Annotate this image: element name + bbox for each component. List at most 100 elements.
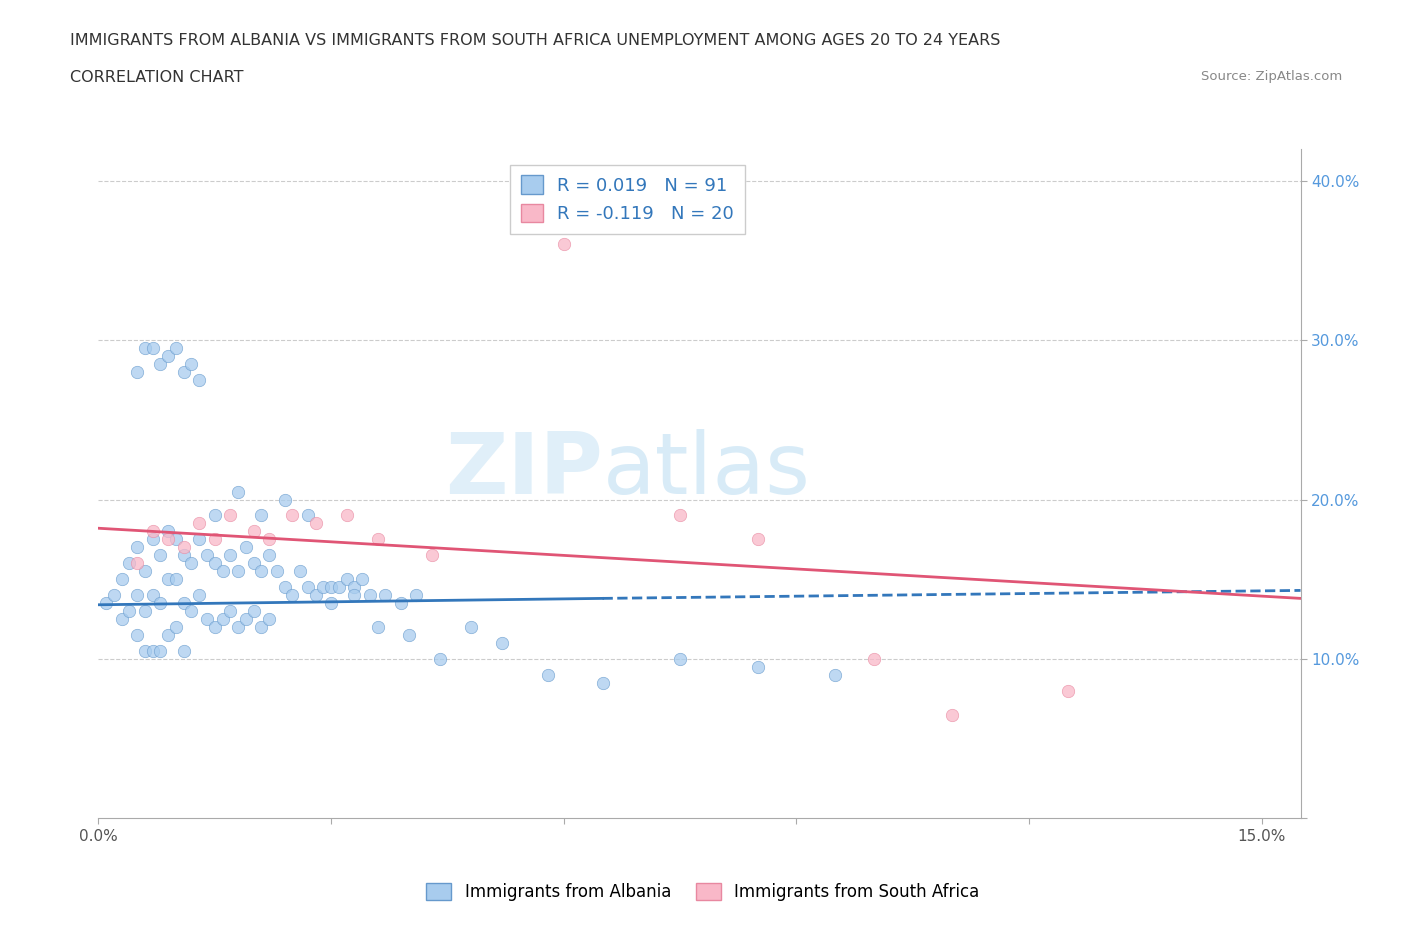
Point — [747, 659, 769, 674]
Legend: R = 0.019   N = 91, R = -0.119   N = 20: R = 0.019 N = 91, R = -0.119 N = 20 — [510, 165, 745, 234]
Point — [250, 564, 273, 578]
Point — [367, 619, 389, 634]
Point — [134, 564, 156, 578]
Point — [195, 612, 218, 627]
Point — [592, 675, 614, 690]
Point — [747, 532, 769, 547]
Point — [134, 644, 156, 658]
Point — [127, 556, 149, 571]
Point — [336, 508, 359, 523]
Point — [127, 365, 149, 379]
Point — [669, 508, 692, 523]
Point — [142, 532, 165, 547]
Point — [173, 548, 195, 563]
Point — [173, 596, 195, 611]
Point — [352, 572, 374, 587]
Point — [149, 548, 172, 563]
Point — [359, 588, 381, 603]
Point — [157, 349, 180, 364]
Point — [242, 524, 264, 538]
Point — [273, 492, 295, 507]
Point — [250, 508, 273, 523]
Point — [96, 596, 118, 611]
Point — [142, 644, 165, 658]
Point — [420, 548, 443, 563]
Point — [173, 644, 195, 658]
Point — [195, 548, 218, 563]
Point — [111, 572, 134, 587]
Point — [157, 572, 180, 587]
Point — [374, 588, 396, 603]
Point — [204, 532, 226, 547]
Point — [669, 652, 692, 667]
Point — [142, 524, 165, 538]
Point — [219, 548, 242, 563]
Point — [118, 556, 141, 571]
Point — [142, 340, 165, 355]
Point — [398, 628, 420, 643]
Point — [297, 579, 319, 594]
Point — [173, 540, 195, 555]
Point — [103, 588, 125, 603]
Point — [188, 588, 211, 603]
Point — [312, 579, 335, 594]
Point — [343, 588, 366, 603]
Legend: Immigrants from Albania, Immigrants from South Africa: Immigrants from Albania, Immigrants from… — [419, 876, 987, 908]
Point — [257, 612, 280, 627]
Point — [266, 564, 288, 578]
Point — [165, 572, 187, 587]
Point — [180, 604, 202, 618]
Point — [165, 532, 187, 547]
Point — [367, 532, 389, 547]
Point — [180, 356, 202, 371]
Point — [824, 668, 846, 683]
Point — [165, 619, 187, 634]
Point — [328, 579, 350, 594]
Point — [157, 628, 180, 643]
Point — [127, 540, 149, 555]
Point — [204, 556, 226, 571]
Point — [111, 612, 134, 627]
Point — [219, 508, 242, 523]
Point — [281, 508, 304, 523]
Point — [304, 516, 326, 531]
Point — [127, 588, 149, 603]
Point — [127, 628, 149, 643]
Point — [537, 668, 560, 683]
Point — [149, 596, 172, 611]
Text: IMMIGRANTS FROM ALBANIA VS IMMIGRANTS FROM SOUTH AFRICA UNEMPLOYMENT AMONG AGES : IMMIGRANTS FROM ALBANIA VS IMMIGRANTS FR… — [70, 33, 1001, 47]
Point — [149, 356, 172, 371]
Point — [180, 556, 202, 571]
Point — [142, 588, 165, 603]
Point — [204, 508, 226, 523]
Point — [188, 373, 211, 388]
Point — [226, 564, 249, 578]
Point — [235, 540, 257, 555]
Point — [273, 579, 295, 594]
Point — [304, 588, 326, 603]
Point — [242, 556, 264, 571]
Point — [281, 588, 304, 603]
Point — [134, 604, 156, 618]
Point — [157, 532, 180, 547]
Text: ZIP: ZIP — [446, 429, 603, 512]
Point — [118, 604, 141, 618]
Point — [157, 524, 180, 538]
Point — [211, 564, 233, 578]
Point — [226, 619, 249, 634]
Point — [389, 596, 412, 611]
Point — [319, 579, 342, 594]
Point — [149, 644, 172, 658]
Point — [204, 619, 226, 634]
Point — [297, 508, 319, 523]
Point — [460, 619, 482, 634]
Text: atlas: atlas — [603, 429, 811, 512]
Point — [336, 572, 359, 587]
Point — [257, 532, 280, 547]
Point — [863, 652, 886, 667]
Point — [173, 365, 195, 379]
Point — [242, 604, 264, 618]
Text: CORRELATION CHART: CORRELATION CHART — [70, 70, 243, 85]
Point — [343, 579, 366, 594]
Point — [188, 516, 211, 531]
